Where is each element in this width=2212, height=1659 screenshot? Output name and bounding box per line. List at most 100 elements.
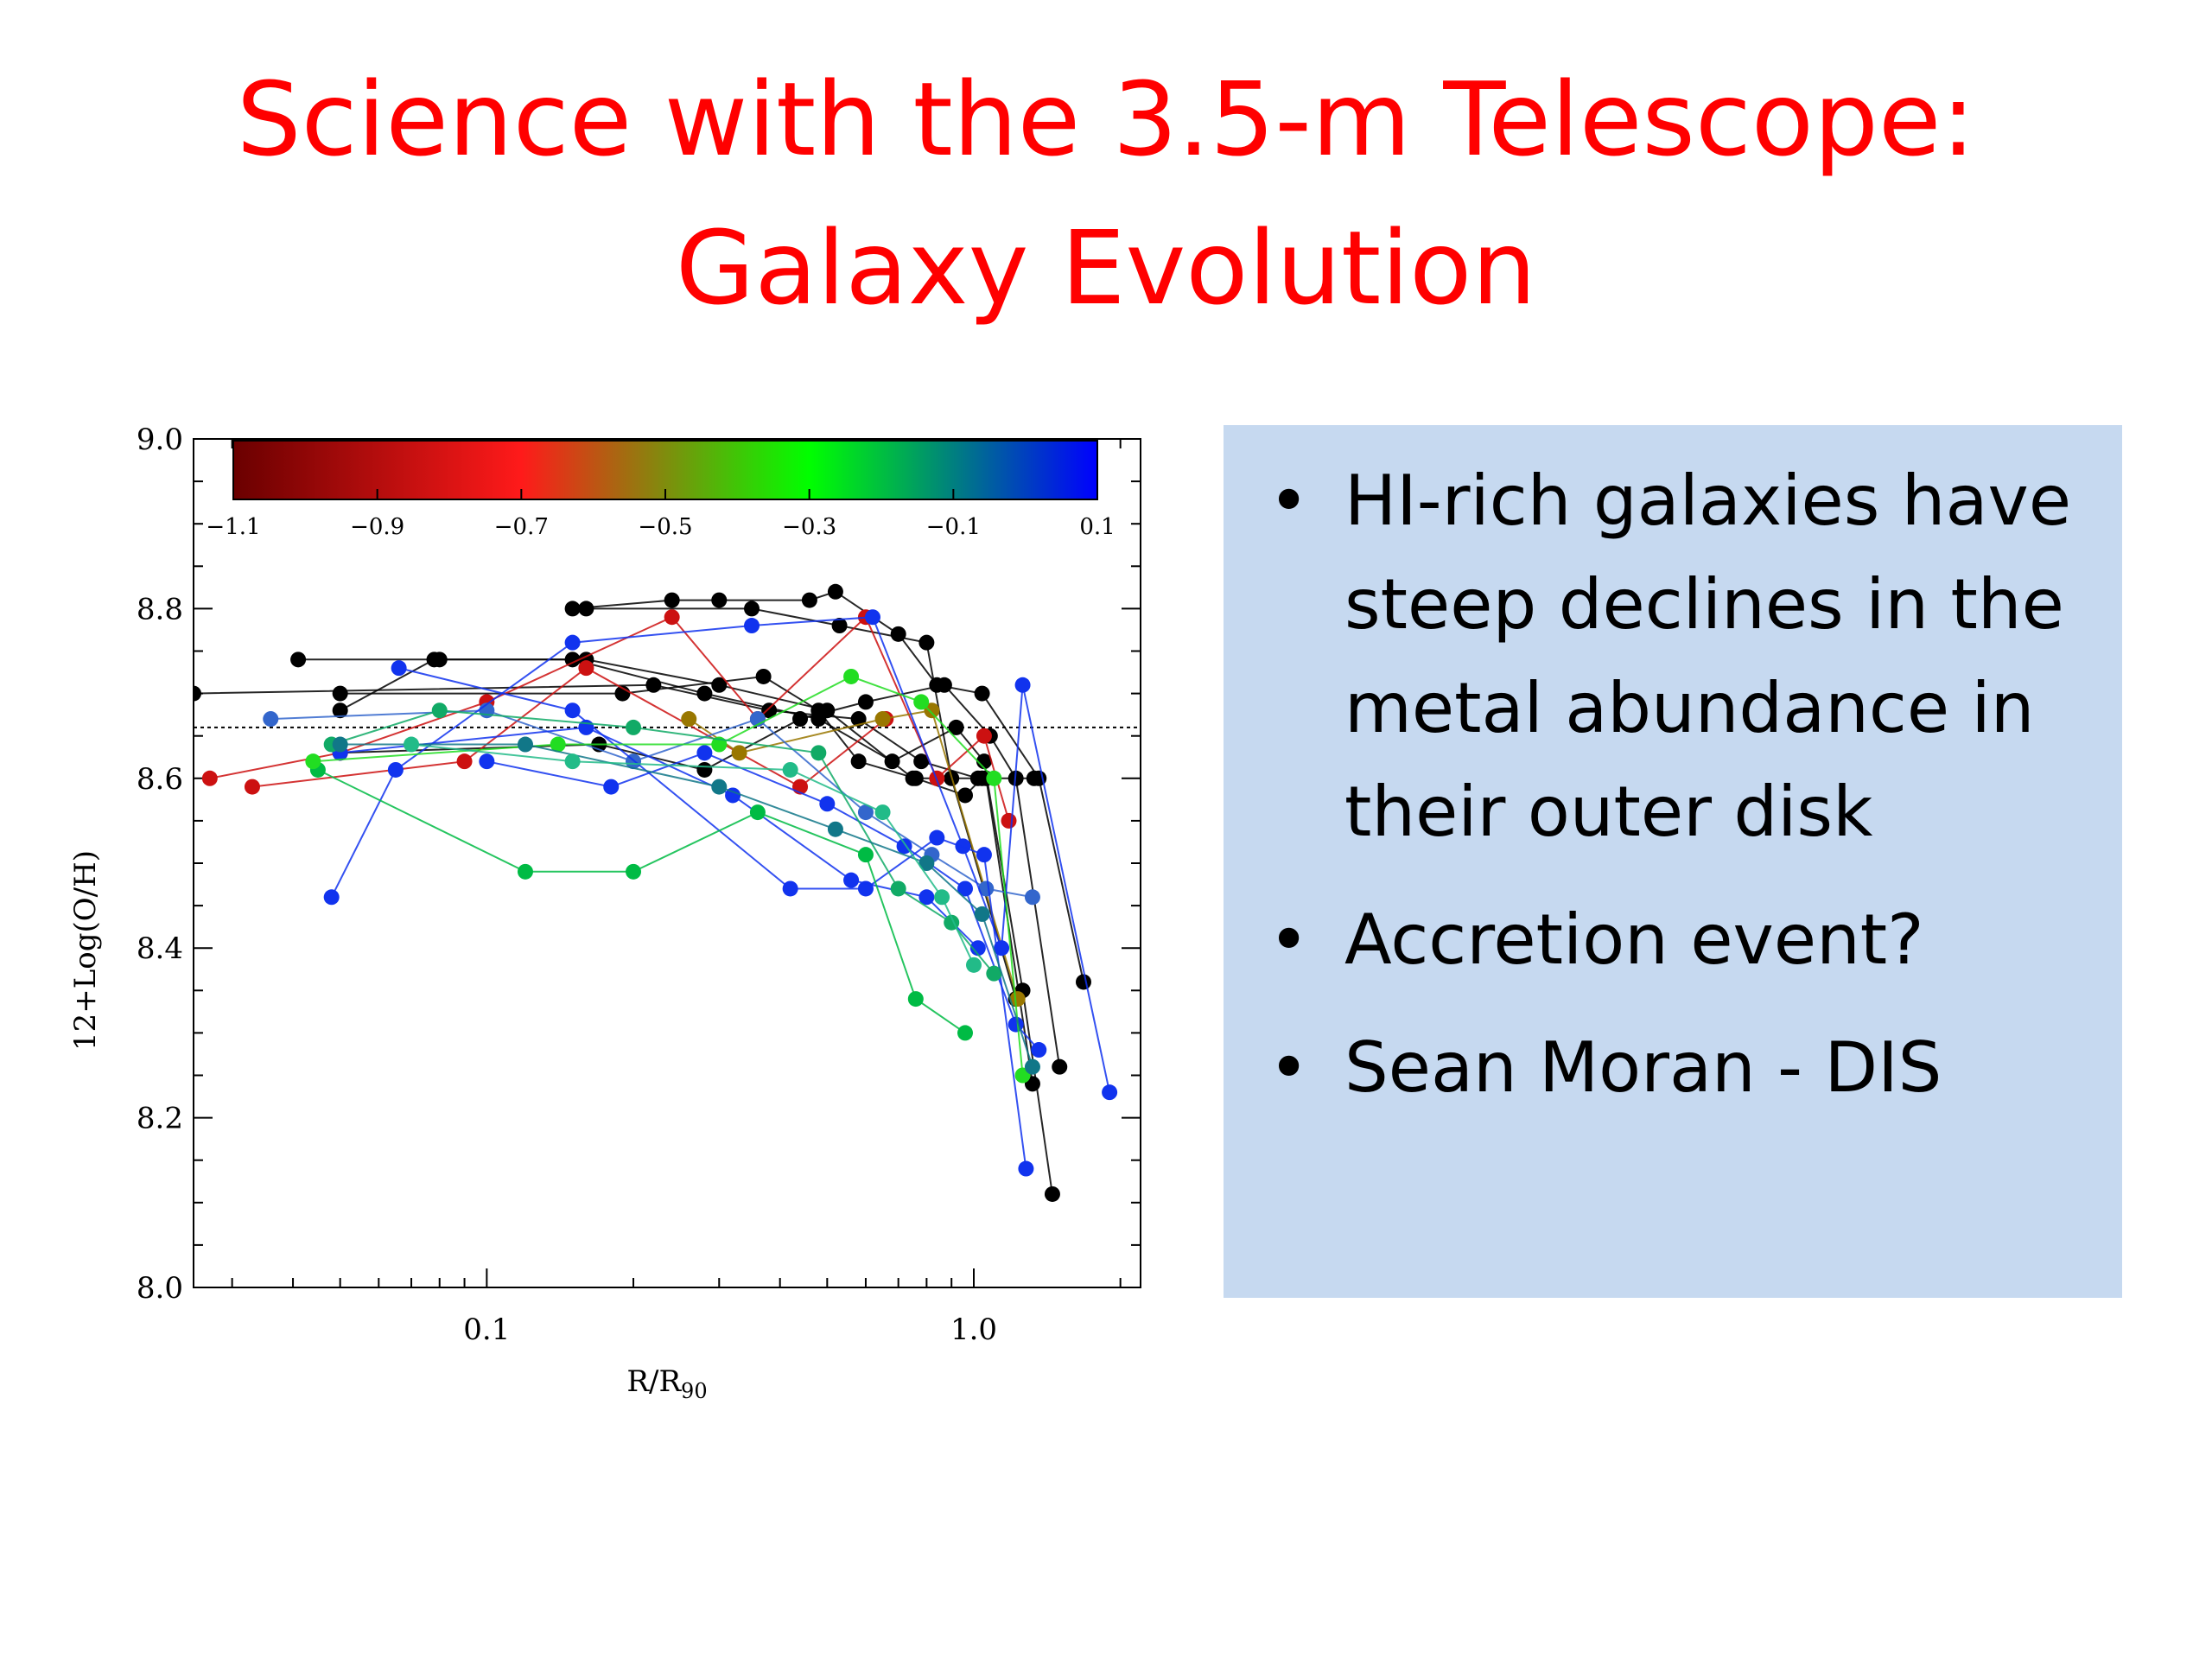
data-point [782,880,798,897]
data-point [1009,991,1026,1007]
y-tick-label: 8.8 [137,592,183,626]
data-point [810,702,827,719]
colorbar-tick-label: −1.1 [206,514,260,540]
data-point [957,1025,974,1041]
y-tick-label: 8.2 [137,1102,183,1136]
data-point [978,880,995,897]
data-point [907,770,924,786]
data-point [1044,1185,1060,1202]
series-17 [305,668,1031,1084]
data-point [550,736,566,753]
series-line [313,675,1024,1076]
colorbar-tick-label: −0.5 [638,514,692,540]
data-point [564,753,581,770]
data-point [857,847,874,863]
data-point [874,804,891,821]
data-point [731,745,747,761]
data-point [603,779,620,795]
data-point [744,601,760,617]
data-point [890,880,906,897]
data-point [831,618,848,634]
data-point [244,779,260,795]
data-point [626,863,642,880]
data-point [850,753,867,770]
data-point [305,753,321,770]
data-point [976,728,992,744]
data-point [782,761,798,778]
data-point [755,668,772,684]
bullet-panel: HI-rich galaxies have steep declines in … [1224,425,2122,1298]
series-7 [332,668,990,804]
data-point [976,753,992,770]
data-point [564,601,581,617]
data-point [918,889,935,906]
x-tick-labels: 0.1 1.0 [463,1313,997,1347]
y-tick-label: 8.0 [137,1271,183,1306]
series-16 [309,761,974,1041]
data-point [1052,1058,1068,1075]
series-2 [290,652,1060,1202]
data-point [974,770,990,786]
data-point [1075,974,1091,990]
data-point [827,583,843,600]
data-point [1018,1160,1034,1177]
title-line-1: Science with the 3.5-m Telescope: [236,60,1976,179]
data-point [850,711,867,728]
data-point [874,711,891,728]
data-point [332,702,348,719]
series-line [270,709,1033,899]
colorbar-tick-label: −0.1 [926,514,981,540]
series-8 [201,609,1017,829]
series-6 [578,601,1024,1007]
data-point [974,906,990,922]
bullet-list: HI-rich galaxies have steep declines in … [1258,449,2088,1120]
data-point [749,804,766,821]
data-point [578,601,594,617]
y-axis-label: 12+Log(O/H) [68,850,103,1051]
series-20 [404,736,982,973]
data-point [907,991,924,1007]
data-point [456,753,473,770]
data-point [974,685,990,702]
data-point [290,652,307,668]
colorbar-tick-label: 0.1 [1079,514,1115,540]
data-point [976,847,992,863]
data-point [986,965,1002,982]
data-point [1031,1042,1047,1058]
data-point [696,685,713,702]
data-point [1024,1058,1040,1075]
data-point [913,753,930,770]
data-point [924,702,940,719]
data-point [810,745,827,761]
data-point [857,694,874,710]
data-point [564,634,581,651]
x-axis-label-main: R/R [626,1364,682,1399]
data-point [1102,1084,1118,1101]
data-point [792,711,809,728]
series-line [340,743,1033,1068]
data-point [626,719,642,735]
bullet-item: HI-rich galaxies have steep declines in … [1258,449,2088,864]
colorbar-tick-label: −0.9 [350,514,404,540]
data-point [664,592,680,608]
data-point [827,821,843,837]
data-point [934,889,950,906]
data-point [801,592,817,608]
data-point [819,796,836,812]
data-point [426,652,442,668]
series-line [486,752,1040,1051]
data-point [517,863,533,880]
series-line [586,607,1017,1000]
x-axis-label-subscript: 90 [681,1379,708,1403]
y-tick-labels: 8.0 8.2 8.4 8.6 8.8 9.0 [137,423,183,1306]
data-point [696,761,713,778]
data-point [957,880,974,897]
data-point [744,618,760,634]
slide-title: Science with the 3.5-m Telescope: Galaxy… [0,45,2212,342]
y-tick-label: 9.0 [137,423,183,457]
series-3 [332,652,1040,1092]
data-point [564,702,581,719]
bullet-item: Accretion event? [1258,888,2088,992]
title-line-2: Galaxy Evolution [675,208,1537,327]
data-point [479,753,495,770]
